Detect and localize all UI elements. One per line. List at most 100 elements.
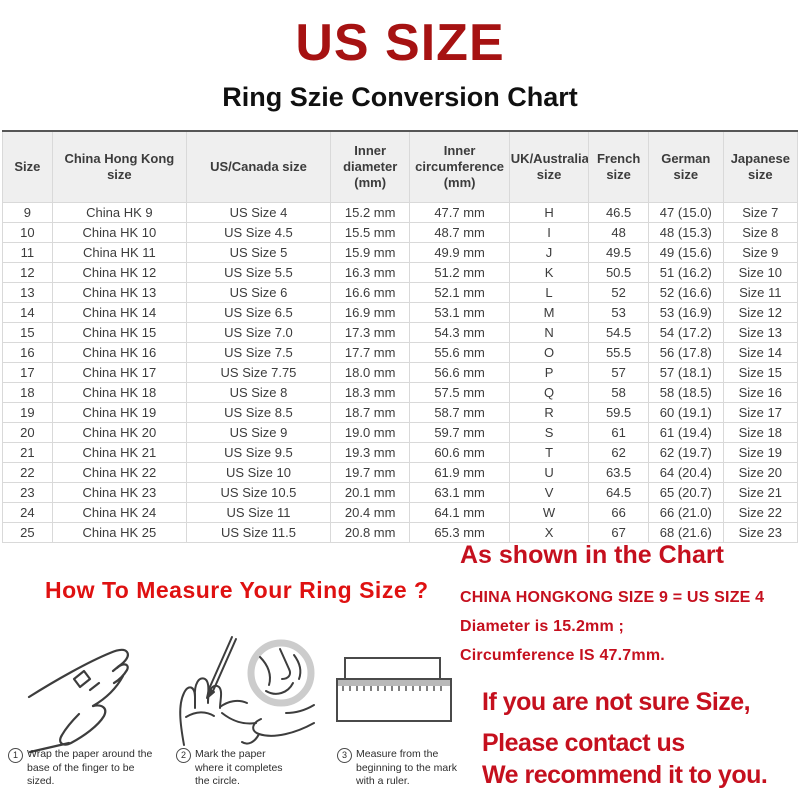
table-cell: 19 [2, 402, 53, 423]
table-cell: US Size 9 [186, 422, 331, 443]
table-cell: 13 [2, 282, 53, 303]
table-cell: 21 [2, 442, 53, 463]
table-cell: 51 (16.2) [647, 262, 724, 283]
table-cell: 50.5 [588, 262, 649, 283]
table-cell: 10 [2, 222, 53, 243]
table-cell: 61.9 mm [409, 462, 510, 483]
contact-note-line: If you are not sure Size, [482, 688, 751, 716]
table-cell: Size 22 [722, 502, 799, 523]
table-cell: 49 (15.6) [647, 242, 724, 263]
table-cell: 48 (15.3) [647, 222, 724, 243]
table-cell: 15.2 mm [329, 202, 411, 223]
table-cell: 60.6 mm [409, 442, 510, 463]
table-cell: 47 (15.0) [647, 202, 724, 223]
table-cell: 63.5 [588, 462, 649, 483]
table-cell: Size 7 [722, 202, 799, 223]
table-row: 9 China HK 9 US Size 4 15.2 mm 47.7 mm H 46.5 4… [2, 202, 799, 223]
table-cell: R [508, 402, 590, 423]
table-cell: 52 [588, 282, 649, 303]
table-cell: US Size 7.75 [186, 362, 331, 383]
chart-note-heading: As shown in the Chart [460, 541, 724, 569]
table-row: 16 China HK 16 US Size 7.5 17.7 mm 55.6 mm O 5… [2, 342, 799, 363]
table-cell: 9 [2, 202, 53, 223]
table-cell: 16.9 mm [329, 302, 411, 323]
step-1-caption: 1 Wrap the paper around the base of the f… [8, 748, 158, 789]
table-cell: 56.6 mm [409, 362, 510, 383]
step-2-text: Mark the paper where it completes the ci… [195, 748, 283, 788]
table-cell: 52 (16.6) [647, 282, 724, 303]
step-2-number-icon: 2 [176, 748, 191, 763]
table-cell: I [508, 222, 590, 243]
table-cell: 53 [588, 302, 649, 323]
table-cell: 20.1 mm [329, 482, 411, 503]
table-cell: China HK 18 [51, 382, 188, 403]
column-header-japanese: Japanese size [722, 130, 799, 203]
table-cell: 20.8 mm [329, 522, 411, 543]
table-cell: Size 23 [722, 522, 799, 543]
table-cell: US Size 9.5 [186, 442, 331, 463]
table-cell: 56 (17.8) [647, 342, 724, 363]
table-cell: US Size 5 [186, 242, 331, 263]
table-cell: Size 9 [722, 242, 799, 263]
table-header-row: Size China Hong Kong size US/Canada size… [2, 130, 799, 203]
table-cell: 12 [2, 262, 53, 283]
ring-size-table: Size China Hong Kong size US/Canada size… [2, 130, 799, 543]
table-cell: Q [508, 382, 590, 403]
table-cell: Size 19 [722, 442, 799, 463]
table-cell: 53.1 mm [409, 302, 510, 323]
table-cell: 11 [2, 242, 53, 263]
table-cell: 18.0 mm [329, 362, 411, 383]
conversion-table-container: Size China Hong Kong size US/Canada size… [2, 130, 799, 543]
chart-note-line: Diameter is 15.2mm ; [460, 618, 625, 635]
table-cell: 20 [2, 422, 53, 443]
ruler-illustration [336, 657, 452, 722]
table-row: 24 China HK 24 US Size 11 20.4 mm 64.1 mm W 66… [2, 502, 799, 523]
table-cell: 65.3 mm [409, 522, 510, 543]
table-cell: US Size 6.5 [186, 302, 331, 323]
table-cell: 24 [2, 502, 53, 523]
table-row: 11 China HK 11 US Size 5 15.9 mm 49.9 mm J 49.… [2, 242, 799, 263]
table-cell: V [508, 482, 590, 503]
table-cell: China HK 25 [51, 522, 188, 543]
table-cell: 16 [2, 342, 53, 363]
table-cell: US Size 10 [186, 462, 331, 483]
table-cell: China HK 20 [51, 422, 188, 443]
table-cell: 16.6 mm [329, 282, 411, 303]
table-cell: 46.5 [588, 202, 649, 223]
table-cell: US Size 10.5 [186, 482, 331, 503]
column-header-inner-diameter: Inner diameter (mm) [329, 130, 411, 203]
hand-mark-illustration [179, 636, 315, 746]
table-cell: 20.4 mm [329, 502, 411, 523]
size-table-body: 9 China HK 9 US Size 4 15.2 mm 47.7 mm H 46.5 4… [2, 202, 799, 543]
table-cell: 15.5 mm [329, 222, 411, 243]
table-cell: Size 18 [722, 422, 799, 443]
table-row: 14 China HK 14 US Size 6.5 16.9 mm 53.1 mm M 5… [2, 302, 799, 323]
step-1-text: Wrap the paper around the base of the fi… [27, 748, 153, 788]
table-cell: 19.0 mm [329, 422, 411, 443]
table-cell: S [508, 422, 590, 443]
page-title: US SIZE [295, 14, 505, 72]
table-cell: 48 [588, 222, 649, 243]
table-cell: US Size 6 [186, 282, 331, 303]
column-header-french: French size [588, 130, 649, 203]
table-cell: 64.5 [588, 482, 649, 503]
step-1-number-icon: 1 [8, 748, 23, 763]
table-cell: H [508, 202, 590, 223]
column-header-us-canada: US/Canada size [186, 130, 331, 203]
table-cell: 23 [2, 482, 53, 503]
step-3-caption: 3 Measure from the beginning to the mark … [337, 748, 465, 789]
table-cell: 17 [2, 362, 53, 383]
page-subtitle: Ring Szie Conversion Chart [222, 82, 578, 112]
table-cell: US Size 8 [186, 382, 331, 403]
table-cell: Size 11 [722, 282, 799, 303]
table-cell: 19.3 mm [329, 442, 411, 463]
table-row: 12 China HK 12 US Size 5.5 16.3 mm 51.2 mm K 5… [2, 262, 799, 283]
table-cell: 66 [588, 502, 649, 523]
chart-note-line: Circumference IS 47.7mm. [460, 647, 665, 664]
table-cell: P [508, 362, 590, 383]
table-cell: 59.5 [588, 402, 649, 423]
table-cell: Size 8 [722, 222, 799, 243]
table-cell: 53 (16.9) [647, 302, 724, 323]
table-row: 19 China HK 19 US Size 8.5 18.7 mm 58.7 mm R 5… [2, 402, 799, 423]
